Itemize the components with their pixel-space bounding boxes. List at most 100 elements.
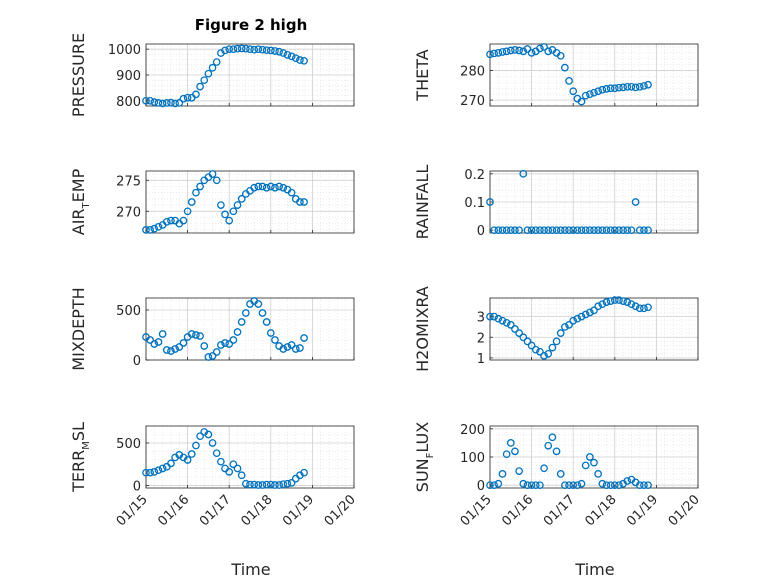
data-point [258,45,267,54]
data-point [590,226,598,235]
data-point [615,83,623,92]
x-tick-label: 01/17 [541,492,578,529]
data-point [644,80,652,89]
data-point [250,480,259,489]
data-point [254,45,263,54]
data-point [540,43,548,51]
data-point [179,339,188,347]
data-point [150,98,159,106]
data-point [158,330,167,338]
data-point [233,44,242,53]
data-point [275,481,283,489]
data-point [154,222,163,231]
data-point [179,94,188,103]
data-point [506,321,515,329]
data-point [619,83,627,92]
data-point [590,458,598,467]
data-point [241,44,250,53]
data-point [573,481,582,490]
subplot-pressure: 800 900 1000 PRESSURE [69,33,355,117]
data-point [237,471,246,480]
data-point [279,183,288,192]
data-point [486,198,494,206]
x-tick-label: 01/19 [280,492,317,529]
data-point [598,85,607,94]
data-point [258,481,267,489]
data-point [552,337,561,346]
data-point [204,69,213,78]
data-point [502,450,511,459]
y-label-main: PRESSURE [69,33,88,117]
data-point [150,224,159,233]
data-point [515,226,523,235]
data-point [486,312,494,321]
data-point [594,302,603,311]
data-point [208,170,217,178]
data-point [233,328,242,336]
subplot-sun: 0 100 200 01/15 01/16 01/17 01/18 01/19 01/20 SUN… [413,422,703,530]
data-point [627,226,636,235]
x-tick-label: 01/20 [666,492,703,529]
data-point [519,479,528,488]
data-point [581,461,590,470]
data-point [283,50,292,59]
data-point [167,459,175,468]
data-point [204,430,213,439]
data-point [619,297,627,305]
y-tick-label: 900 [116,69,141,84]
data-point [544,47,553,56]
data-point [531,481,540,490]
y-tick-label: 500 [116,304,141,319]
data-point [254,481,263,489]
data-point [196,332,204,340]
data-point [494,49,503,57]
data-point [615,481,623,490]
data-point [237,195,246,203]
data-point [598,226,607,235]
data-point [531,345,540,354]
data-point [490,226,499,235]
data-point [287,188,296,197]
data-point [291,345,300,353]
data-point [279,49,288,57]
data-point [300,198,308,206]
x-axis-label-left: Time [230,560,270,579]
data-point [623,82,632,91]
y-axis-label-rainfall: RAINFALL [413,165,432,240]
data-point [602,85,611,93]
data-point [511,325,519,333]
data-point [142,468,150,477]
data-point [490,49,499,58]
data-point [540,226,548,235]
data-point [635,481,644,490]
data-point [241,309,250,317]
data-point [233,201,242,209]
data-point [271,47,279,55]
data-point [266,480,275,489]
data-point [486,481,494,490]
data-point [494,479,503,488]
data-point [262,46,271,55]
data-point [565,481,573,490]
axes-box [145,170,355,234]
y-tick-label: 1000 [108,43,141,58]
y-tick-label: 500 [116,437,141,452]
data-point [519,169,528,178]
data-point [619,226,627,235]
data-point [192,188,200,197]
data-point [490,481,499,490]
data-point [192,441,200,450]
data-point [511,447,519,456]
y-axis-label-pressure: PRESSURE [69,33,88,117]
data-point [556,470,565,478]
data-point [502,47,511,56]
data-point [246,45,254,54]
data-point [594,87,603,96]
data-point [610,226,619,235]
x-tick-label: 01/18 [239,492,276,529]
data-point [283,343,292,351]
data-point [208,439,217,447]
data-point [506,46,515,55]
data-point [196,182,204,191]
